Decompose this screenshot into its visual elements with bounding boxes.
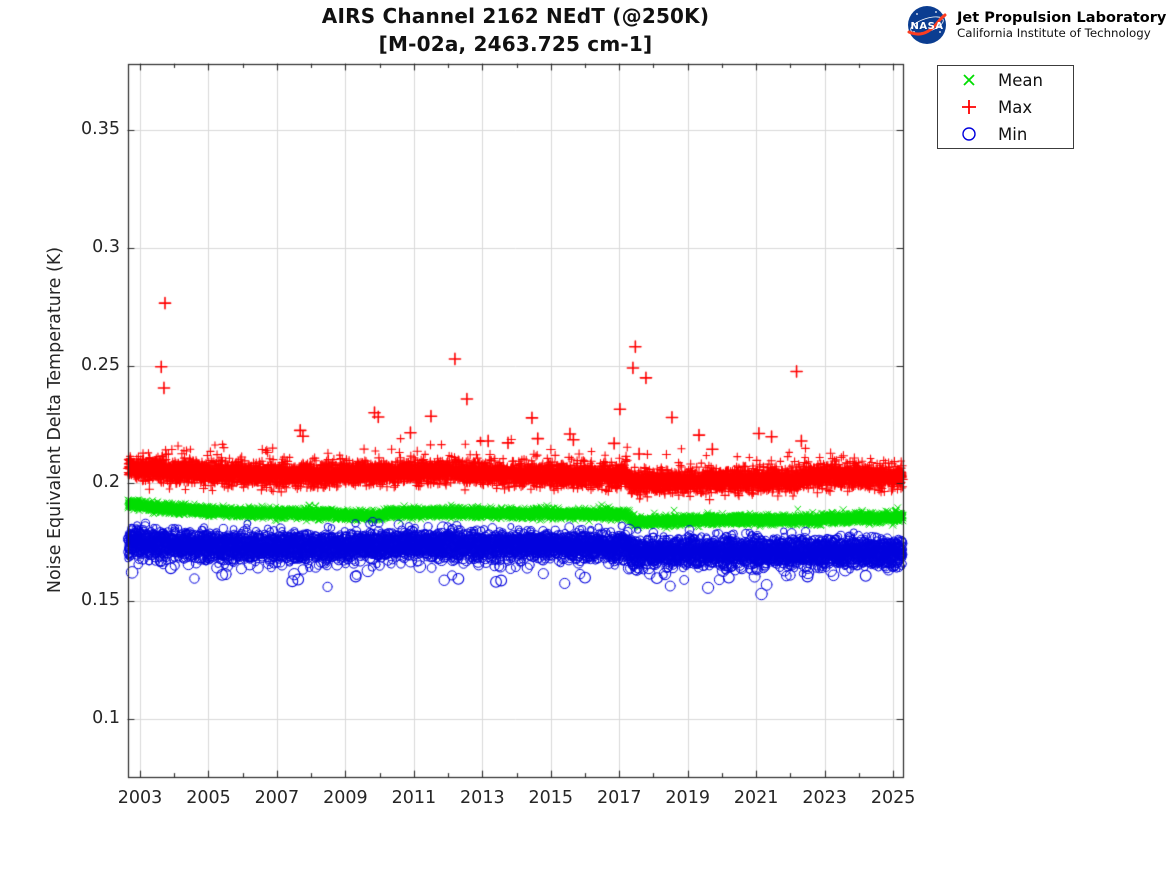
legend-label: Max bbox=[998, 97, 1033, 117]
min-marker-icon bbox=[962, 127, 976, 141]
legend-entry-max: Max bbox=[938, 94, 1073, 120]
x-tick-label: 2017 bbox=[596, 788, 642, 808]
nasa-wordmark: NASA bbox=[910, 21, 943, 32]
legend-label: Mean bbox=[998, 70, 1043, 90]
y-tick-label: 0.25 bbox=[81, 354, 120, 375]
x-tick-label: 2009 bbox=[323, 788, 368, 808]
legend: Mean Max Min bbox=[937, 65, 1074, 149]
y-tick-label: 0.3 bbox=[92, 236, 120, 257]
x-tick-label: 2023 bbox=[802, 788, 847, 808]
x-tick-label: 2021 bbox=[733, 788, 779, 808]
caltech-name: California Institute of Technology bbox=[957, 25, 1151, 40]
x-tick-label: 2003 bbox=[117, 788, 163, 808]
nasa-jpl-branding: NASA Jet Propulsion Laboratory Californi… bbox=[905, 2, 1166, 48]
y-tick-label: 0.15 bbox=[81, 590, 120, 611]
y-tick-label: 0.1 bbox=[92, 708, 120, 729]
x-tick-label: 2025 bbox=[870, 788, 916, 808]
legend-label: Min bbox=[998, 124, 1028, 144]
x-tick-label: 2007 bbox=[254, 788, 300, 808]
jpl-name: Jet Propulsion Laboratory bbox=[957, 9, 1167, 26]
mean-marker-icon bbox=[963, 74, 975, 86]
jpl-text-block: Jet Propulsion Laboratory California Ins… bbox=[957, 10, 1166, 40]
y-tick-label: 0.2 bbox=[92, 472, 120, 493]
y-tick-label: 0.35 bbox=[81, 118, 120, 139]
x-tick-label: 2013 bbox=[460, 788, 505, 808]
x-tick-label: 2011 bbox=[391, 788, 437, 808]
x-tick-label: 2015 bbox=[528, 788, 574, 808]
chart-title: AIRS Channel 2162 NEdT (@250K) bbox=[321, 4, 710, 28]
x-tick-label: 2019 bbox=[665, 788, 710, 808]
chart-subtitle: [M-02a, 2463.725 cm-1] bbox=[378, 32, 653, 56]
nasa-insignia-icon: NASA bbox=[907, 6, 947, 44]
max-marker-icon bbox=[962, 100, 976, 114]
legend-entry-min: Min bbox=[938, 121, 1073, 147]
x-tick-label: 2005 bbox=[186, 788, 231, 808]
legend-entry-mean: Mean bbox=[938, 67, 1073, 93]
y-axis-label: Noise Equivalent Delta Temperature (K) bbox=[45, 246, 65, 594]
